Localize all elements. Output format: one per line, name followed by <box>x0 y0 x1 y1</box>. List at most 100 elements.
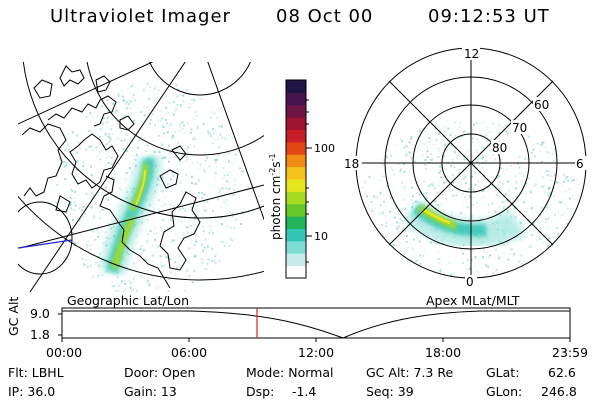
speckle <box>436 191 439 194</box>
speckle <box>174 261 177 264</box>
colorbar-cell <box>286 80 306 93</box>
speckle <box>403 170 406 173</box>
speckle <box>422 192 425 195</box>
speckle <box>461 192 464 195</box>
speckle <box>152 207 155 210</box>
speckle <box>91 179 94 182</box>
speckle <box>440 166 443 169</box>
speckle <box>174 110 177 113</box>
speckle <box>437 150 440 153</box>
speckle <box>197 168 200 171</box>
speckle <box>187 152 190 155</box>
speckle <box>184 209 186 212</box>
speckle <box>401 160 404 163</box>
speckle <box>170 216 173 219</box>
speckle <box>450 144 453 147</box>
speckle <box>439 169 442 172</box>
speckle <box>146 283 149 286</box>
speckle <box>381 223 384 226</box>
speckle <box>365 221 368 224</box>
speckle <box>167 290 170 292</box>
speckle <box>170 240 173 243</box>
speckle <box>169 203 172 206</box>
speckle <box>393 186 396 189</box>
speckle <box>190 224 193 227</box>
timeline-x-tick-2: 12:00 <box>298 345 335 360</box>
speckle <box>366 195 368 198</box>
polar-panel-label: Apex MLat/MLT <box>426 293 520 308</box>
speckle <box>540 172 543 175</box>
speckle <box>99 253 102 255</box>
speckle <box>181 207 184 210</box>
speckle <box>411 246 414 249</box>
speckle <box>403 185 406 188</box>
speckle <box>157 134 160 137</box>
speckle <box>160 265 163 268</box>
speckle <box>482 189 485 192</box>
speckle <box>217 153 220 156</box>
speckle <box>98 210 101 213</box>
speckle <box>393 173 396 176</box>
speckle <box>472 204 475 206</box>
speckle <box>410 137 413 140</box>
speckle <box>193 99 196 102</box>
speckle <box>142 249 145 252</box>
speckle <box>533 185 536 187</box>
speckle <box>87 239 89 242</box>
speckle <box>545 170 548 172</box>
speckle <box>426 150 429 153</box>
speckle <box>67 143 70 146</box>
speckle <box>504 199 507 202</box>
speckle <box>168 278 170 280</box>
speckle <box>146 219 149 222</box>
speckle <box>460 183 463 186</box>
speckle <box>504 124 507 127</box>
speckle <box>496 176 499 179</box>
speckle <box>169 123 172 126</box>
speckle <box>131 97 134 100</box>
speckle <box>566 228 569 231</box>
speckle <box>210 229 212 232</box>
speckle <box>483 173 486 176</box>
speckle <box>452 181 454 183</box>
speckle <box>159 119 162 122</box>
speckle <box>564 190 567 193</box>
speckle <box>498 181 501 184</box>
speckle <box>178 255 181 258</box>
speckle <box>481 145 484 148</box>
speckle <box>191 281 194 284</box>
speckle <box>382 163 385 166</box>
speckle <box>168 160 170 163</box>
speckle <box>487 203 490 206</box>
speckle <box>485 134 488 137</box>
speckle <box>73 196 76 199</box>
speckle <box>162 190 165 193</box>
speckle <box>437 251 440 254</box>
speckle <box>506 208 509 211</box>
speckle <box>430 241 433 244</box>
speckle <box>430 185 433 188</box>
speckle <box>108 140 111 143</box>
speckle <box>514 175 517 178</box>
speckle <box>136 289 138 292</box>
speckle <box>191 162 194 165</box>
speckle <box>101 105 104 108</box>
speckle <box>525 219 528 221</box>
speckle <box>216 158 218 161</box>
speckle <box>214 261 217 264</box>
speckle <box>91 115 94 118</box>
speckle <box>166 122 169 125</box>
speckle <box>474 183 477 186</box>
speckle <box>123 139 126 142</box>
speckle <box>408 173 411 176</box>
speckle <box>119 130 122 133</box>
speckle <box>90 174 93 177</box>
speckle <box>203 200 205 203</box>
speckle <box>524 157 527 160</box>
speckle <box>201 261 204 264</box>
colorbar-cell <box>286 179 306 192</box>
speckle <box>167 125 170 128</box>
speckle <box>546 151 549 153</box>
speckle <box>161 157 164 159</box>
seq-info: Seq: 39 <box>366 384 414 399</box>
